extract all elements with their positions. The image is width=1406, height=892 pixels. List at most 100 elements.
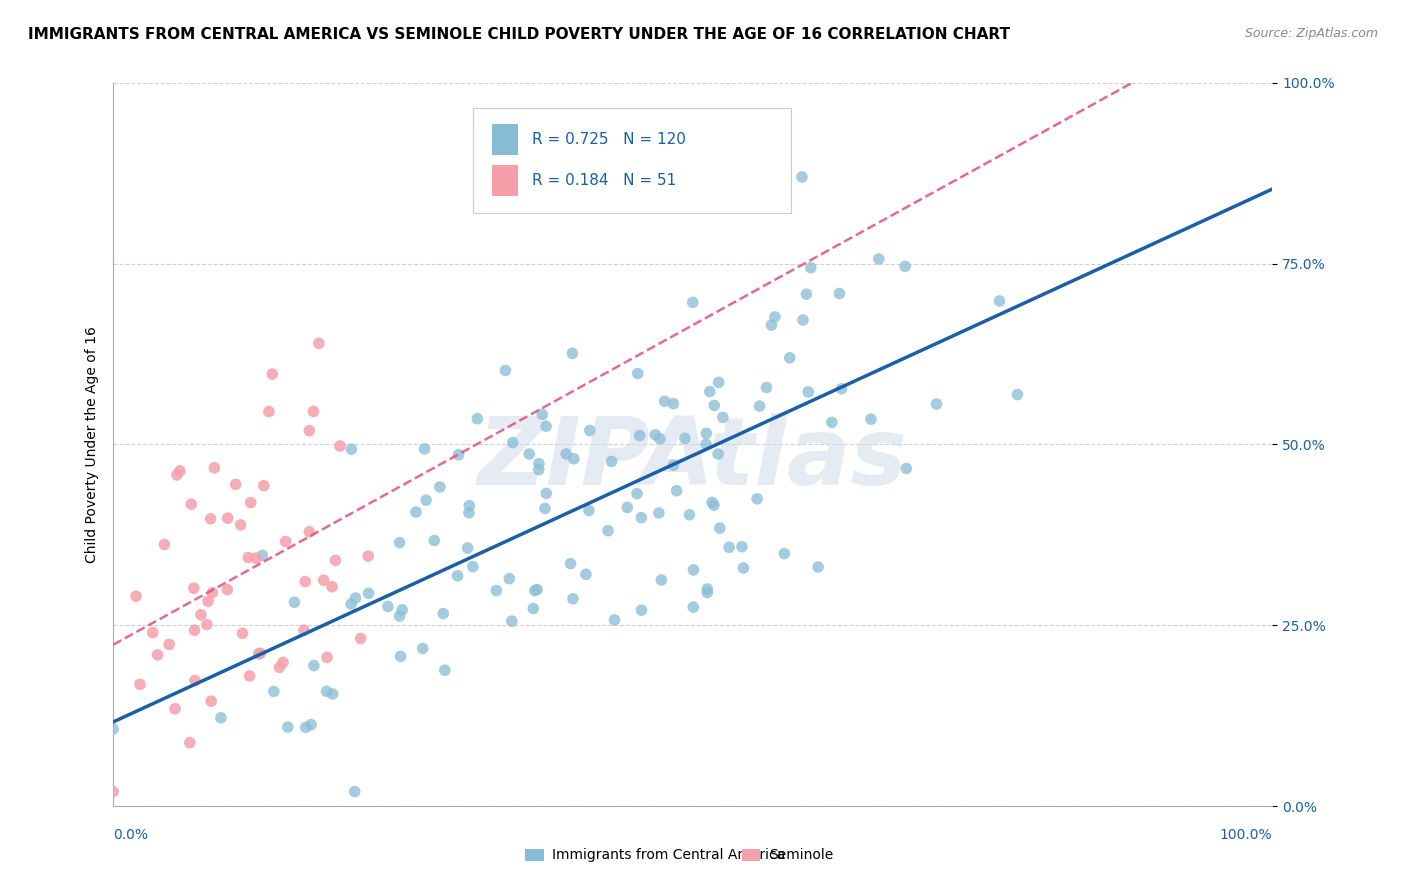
Point	[298, 424, 321, 438]
Point	[153, 537, 176, 551]
Point	[662, 458, 685, 473]
Point	[180, 497, 202, 511]
Point	[461, 559, 484, 574]
Point	[790, 169, 813, 184]
Point	[231, 626, 253, 640]
Point	[745, 491, 768, 506]
Point	[391, 603, 413, 617]
Point	[415, 493, 437, 508]
Point	[200, 694, 222, 708]
Point	[340, 597, 363, 611]
FancyBboxPatch shape	[472, 108, 792, 213]
Point	[733, 561, 755, 575]
Point	[527, 457, 550, 471]
Point	[413, 442, 436, 456]
Point	[389, 649, 412, 664]
Point	[433, 663, 456, 677]
Point	[831, 382, 853, 396]
Point	[302, 658, 325, 673]
Point	[344, 591, 367, 605]
Point	[412, 641, 434, 656]
Point	[202, 460, 225, 475]
Point	[821, 416, 844, 430]
Point	[925, 397, 948, 411]
Point	[447, 448, 470, 462]
Point	[779, 351, 801, 365]
Point	[163, 701, 186, 715]
Point	[807, 560, 830, 574]
Point	[696, 585, 718, 599]
Point	[377, 599, 399, 614]
Point	[578, 424, 600, 438]
Point	[600, 454, 623, 468]
Text: Immigrants from Central America: Immigrants from Central America	[553, 848, 786, 863]
Point	[245, 551, 267, 566]
Point	[271, 656, 294, 670]
Point	[458, 499, 481, 513]
Point	[238, 550, 260, 565]
Point	[316, 650, 339, 665]
Point	[252, 549, 274, 563]
Point	[166, 467, 188, 482]
Point	[523, 583, 546, 598]
Point	[561, 591, 583, 606]
Point	[209, 711, 232, 725]
Point	[673, 431, 696, 445]
Point	[828, 286, 851, 301]
FancyBboxPatch shape	[492, 165, 517, 195]
Point	[257, 404, 280, 418]
Point	[755, 380, 778, 394]
Point	[678, 508, 700, 522]
Point	[616, 500, 638, 515]
Point	[562, 451, 585, 466]
Point	[896, 461, 918, 475]
Point	[626, 486, 648, 500]
Point	[709, 521, 731, 535]
Point	[988, 293, 1011, 308]
Text: Seminole: Seminole	[769, 848, 832, 863]
Point	[682, 563, 704, 577]
Point	[274, 534, 297, 549]
Point	[195, 617, 218, 632]
Point	[183, 624, 205, 638]
Point	[695, 437, 717, 451]
Text: ZIPAtlas: ZIPAtlas	[478, 413, 908, 505]
Point	[648, 432, 671, 446]
Point	[423, 533, 446, 548]
Point	[343, 784, 366, 798]
Point	[894, 260, 917, 274]
Point	[695, 426, 717, 441]
Point	[262, 367, 284, 381]
Point	[665, 483, 688, 498]
Text: Source: ZipAtlas.com: Source: ZipAtlas.com	[1244, 27, 1378, 40]
Point	[792, 313, 814, 327]
Point	[627, 367, 650, 381]
Point	[700, 495, 723, 509]
Point	[561, 346, 583, 360]
Point	[603, 613, 626, 627]
Point	[179, 736, 201, 750]
Point	[247, 647, 270, 661]
Point	[269, 660, 291, 674]
Point	[340, 442, 363, 457]
Point	[321, 580, 343, 594]
Point	[682, 295, 704, 310]
Point	[239, 495, 262, 509]
Point	[201, 585, 224, 599]
Point	[253, 479, 276, 493]
Point	[200, 512, 222, 526]
Point	[628, 428, 651, 442]
Point	[501, 614, 523, 628]
Point	[294, 720, 316, 734]
Point	[1007, 387, 1029, 401]
Point	[696, 582, 718, 596]
Point	[217, 582, 239, 597]
Point	[103, 722, 125, 736]
Point	[329, 439, 352, 453]
Point	[217, 511, 239, 525]
Point	[502, 435, 524, 450]
Point	[146, 648, 169, 662]
Point	[263, 684, 285, 698]
Point	[494, 363, 516, 377]
Point	[458, 506, 481, 520]
